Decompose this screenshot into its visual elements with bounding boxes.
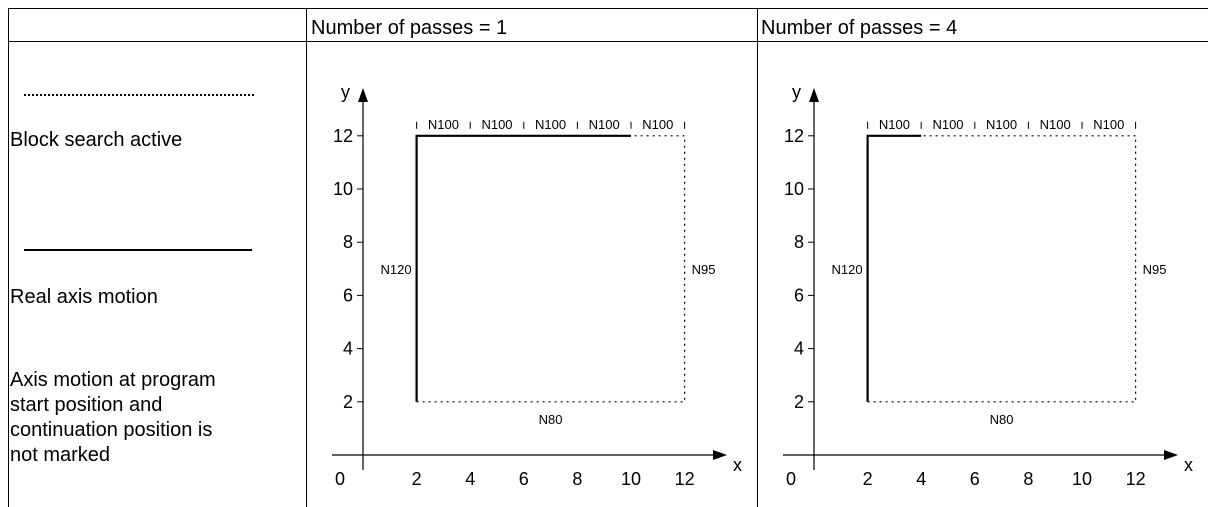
segment-label: N100 xyxy=(642,117,673,132)
x-tick-label: 12 xyxy=(675,469,695,489)
segment-label: N100 xyxy=(535,117,566,132)
y-tick-label: 10 xyxy=(333,179,353,199)
y-tick-label: 4 xyxy=(343,339,353,359)
legend-solid-label: Real axis motion xyxy=(10,286,158,308)
origin-label: 0 xyxy=(335,469,345,489)
y-tick-label: 2 xyxy=(343,392,353,412)
block-search-path xyxy=(867,135,1137,403)
plot-passes-4: x y 0 2 4 6 8 10 12 2 4 6 8 10 12 N80 N95 N120 N100 N100 N10… xyxy=(783,82,1193,489)
x-tick-label: 2 xyxy=(863,469,873,489)
y-tick-label: 2 xyxy=(794,392,804,412)
header-passes-1: Number of passes = 1 xyxy=(311,17,508,39)
legend-note-line: continuation position is xyxy=(10,419,213,441)
legend-note-line: start position and xyxy=(10,394,163,416)
y-axis-label: y xyxy=(341,82,350,102)
header-passes-4: Number of passes = 4 xyxy=(761,17,958,39)
x-axis-arrow xyxy=(1164,450,1178,460)
y-axis-arrow xyxy=(809,88,819,102)
y-tick-label: 10 xyxy=(784,179,804,199)
comparison-table: Number of passes = 1 Number of passes = … xyxy=(8,8,1208,507)
segment-label: N100 xyxy=(1093,117,1124,132)
segment-label: N95 xyxy=(1143,262,1167,277)
y-axis-arrow xyxy=(358,88,368,102)
table-divider-1 xyxy=(306,8,307,507)
x-tick-label: 4 xyxy=(916,469,926,489)
legend-note-line: not marked xyxy=(10,444,111,466)
x-tick-label: 8 xyxy=(572,469,582,489)
table-divider-2 xyxy=(757,8,758,507)
segment-label: N100 xyxy=(932,117,963,132)
x-axis-label: x xyxy=(733,455,742,475)
segment-label: N95 xyxy=(692,262,716,277)
origin-label: 0 xyxy=(786,469,796,489)
x-tick-label: 6 xyxy=(519,469,529,489)
segment-label: N100 xyxy=(1040,117,1071,132)
x-tick-label: 4 xyxy=(465,469,475,489)
y-tick-label: 12 xyxy=(333,126,353,146)
x-tick-label: 6 xyxy=(970,469,980,489)
y-tick-label: 8 xyxy=(794,232,804,252)
legend-dotted-label: Block search active xyxy=(10,129,183,151)
x-tick-label: 10 xyxy=(1072,469,1092,489)
real-motion-path xyxy=(415,134,631,402)
segment-label: N100 xyxy=(589,117,620,132)
legend-dotted-line xyxy=(24,94,254,96)
x-tick-label: 2 xyxy=(412,469,422,489)
table-border-top xyxy=(8,8,1208,9)
segment-label: N100 xyxy=(986,117,1017,132)
legend-note-line: Axis motion at program xyxy=(10,369,216,391)
y-axis-label: y xyxy=(792,82,801,102)
real-motion-path xyxy=(866,134,922,402)
segment-label: N80 xyxy=(539,412,563,427)
segment-label: N120 xyxy=(381,262,412,277)
y-tick-label: 4 xyxy=(794,339,804,359)
x-axis-label: x xyxy=(1184,455,1193,475)
x-tick-label: 8 xyxy=(1023,469,1033,489)
segment-label: N100 xyxy=(879,117,910,132)
segment-label: N120 xyxy=(832,262,863,277)
y-tick-label: 6 xyxy=(794,285,804,305)
y-tick-label: 6 xyxy=(343,285,353,305)
legend-solid-line xyxy=(24,249,252,251)
segment-label: N80 xyxy=(990,412,1014,427)
y-tick-label: 8 xyxy=(343,232,353,252)
y-tick-label: 12 xyxy=(784,126,804,146)
segment-label: N100 xyxy=(481,117,512,132)
table-header-divider xyxy=(8,41,1208,42)
x-tick-label: 10 xyxy=(621,469,641,489)
plot-passes-1: x y 0 2 4 6 8 10 12 2 4 6 8 10 12 N80 N95 N120 N100 N100 N10… xyxy=(332,82,742,489)
block-search-path xyxy=(416,135,686,403)
x-tick-label: 12 xyxy=(1126,469,1146,489)
segment-label: N100 xyxy=(428,117,459,132)
x-axis-arrow xyxy=(713,450,727,460)
table-border-left xyxy=(8,8,9,507)
legend-note: Axis motion at program start position an… xyxy=(10,368,216,468)
